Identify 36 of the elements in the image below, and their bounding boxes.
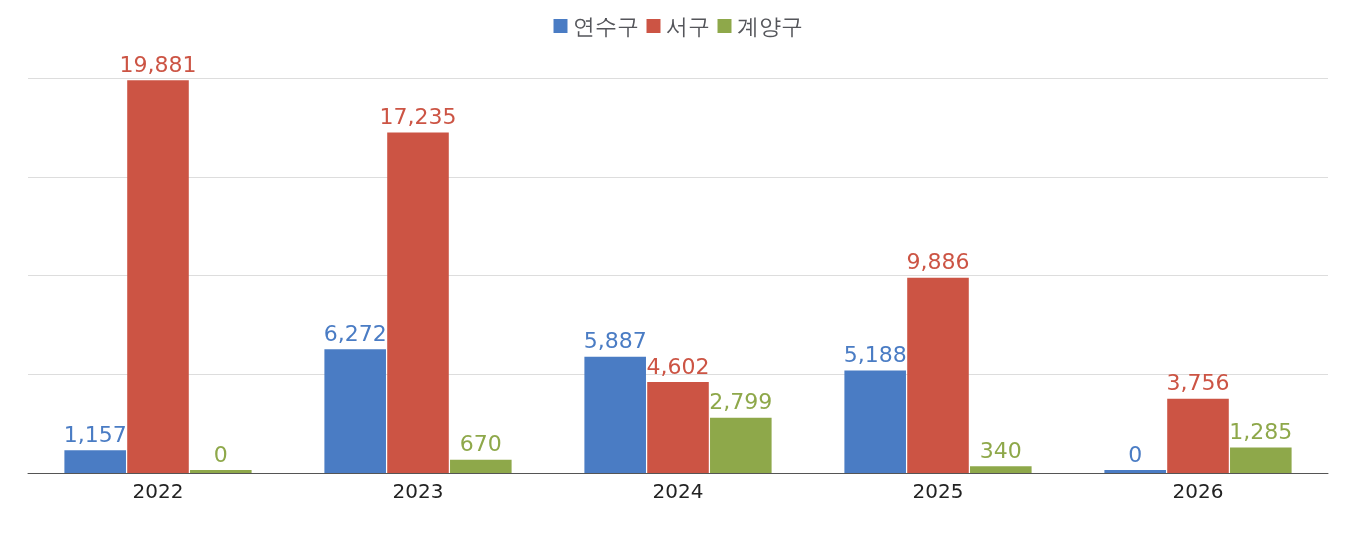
data-label: 1,157 xyxy=(63,421,127,447)
x-tick-label: 2024 xyxy=(652,479,704,503)
data-label: 0 xyxy=(1128,441,1143,467)
bar xyxy=(1167,398,1229,473)
bar xyxy=(324,349,386,473)
data-label: 5,188 xyxy=(843,342,907,368)
data-label: 670 xyxy=(459,431,502,457)
data-label: 0 xyxy=(213,441,228,467)
data-label: 5,887 xyxy=(583,328,647,354)
bar xyxy=(64,450,126,473)
data-label: 9,886 xyxy=(906,249,970,275)
x-tick-label: 2022 xyxy=(132,479,184,503)
data-label: 19,881 xyxy=(119,51,197,77)
data-label: 3,756 xyxy=(1166,370,1230,396)
legend-label: 서구 xyxy=(665,13,710,39)
bar xyxy=(970,466,1032,473)
bar xyxy=(1230,447,1292,473)
legend-label: 연수구 xyxy=(572,13,639,39)
data-label: 4,602 xyxy=(646,353,710,379)
bar xyxy=(584,356,646,473)
data-label: 1,285 xyxy=(1229,419,1293,445)
bar xyxy=(907,277,969,473)
bar xyxy=(710,417,772,473)
x-tick-label: 2023 xyxy=(392,479,444,503)
bar xyxy=(387,132,449,473)
bar xyxy=(127,80,189,473)
legend-label: 계양구 xyxy=(736,13,803,39)
bar xyxy=(647,382,709,473)
x-tick-label: 2025 xyxy=(912,479,964,503)
data-label: 340 xyxy=(979,437,1022,463)
x-tick-label: 2026 xyxy=(1172,479,1224,503)
data-label: 6,272 xyxy=(323,320,387,346)
bar xyxy=(844,370,906,473)
bar xyxy=(450,459,512,473)
data-label: 17,235 xyxy=(379,104,457,130)
data-label: 2,799 xyxy=(709,389,773,415)
